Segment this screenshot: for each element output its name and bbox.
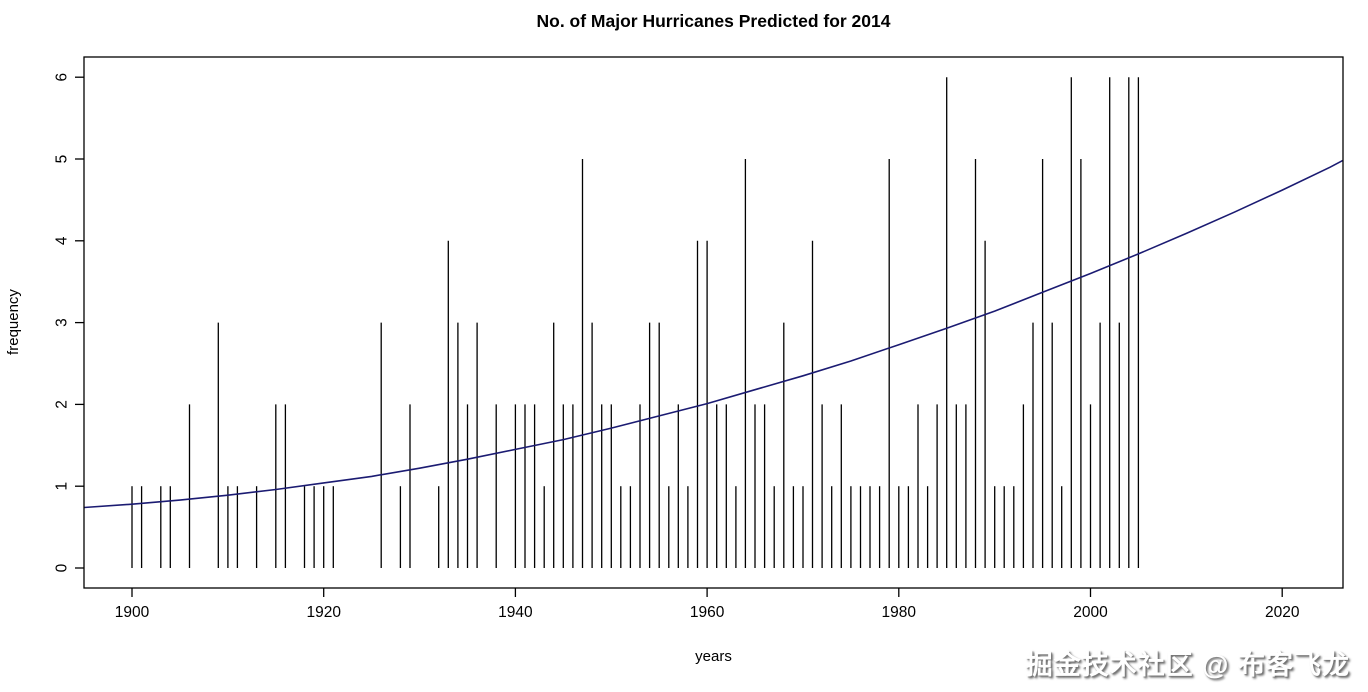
x-axis-label: years	[695, 648, 732, 665]
y-tick-label: 5	[54, 155, 71, 164]
y-tick-label: 2	[54, 400, 71, 409]
x-tick-label: 1920	[306, 604, 341, 621]
y-tick-label: 6	[54, 73, 71, 82]
trend-curve	[84, 159, 1343, 509]
spike-series	[131, 77, 1140, 568]
watermark-text: 掘金技术社区 @ 布客飞龙	[1025, 650, 1350, 680]
x-tick-label: 1900	[115, 604, 150, 621]
x-tick-label: 1980	[882, 604, 917, 621]
y-tick-label: 3	[54, 318, 71, 327]
x-tick-label: 1940	[498, 604, 533, 621]
x-tick-label: 2020	[1265, 604, 1300, 621]
y-axis-label: frequency	[5, 289, 22, 355]
x-tick-label: 1960	[690, 604, 725, 621]
x-axis-ticks: 1900 1920 1940 1960 1980 2000 2020	[115, 588, 1300, 621]
y-tick-label: 0	[54, 563, 71, 572]
plot-box	[83, 56, 1344, 589]
x-tick-label: 2000	[1073, 604, 1108, 621]
y-axis-ticks: 0 1 2 3 4 5 6	[54, 73, 84, 572]
chart-title: No. of Major Hurricanes Predicted for 20…	[536, 11, 891, 31]
y-tick-label: 4	[54, 236, 71, 245]
y-tick-label: 1	[54, 482, 71, 491]
